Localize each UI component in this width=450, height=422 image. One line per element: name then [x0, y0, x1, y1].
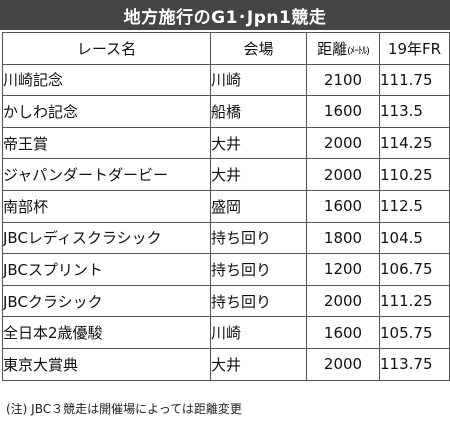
race-name-cell: 川崎記念	[2, 63, 211, 97]
col-header-venue: 会場	[210, 32, 307, 65]
table-row: かしわ記念 船橋 1600 113.5	[2, 95, 450, 128]
table-row: JBCレディスクラシック 持ち回り 1800 104.5	[2, 221, 450, 255]
venue-cell: 持ち回り	[210, 221, 307, 255]
fr-cell: 114.25	[379, 126, 450, 160]
table-title: 地方施行のG1･Jpn1競走	[0, 0, 450, 30]
distance-cell: 1600	[306, 95, 380, 128]
fr-cell: 113.5	[379, 95, 450, 128]
fr-cell: 113.75	[379, 347, 450, 381]
table-row: 川崎記念 川崎 2100 111.75	[2, 63, 450, 97]
header-row: レース名 会場 距離(ﾒｰﾄﾙ) 19年FR	[2, 32, 450, 65]
venue-cell: 大井	[210, 347, 307, 381]
distance-cell: 2000	[306, 126, 380, 160]
distance-cell: 2000	[306, 284, 380, 318]
distance-label: 距離	[317, 39, 348, 58]
race-name-cell: JBCクラシック	[2, 284, 211, 318]
distance-cell: 1600	[306, 316, 380, 349]
race-name-cell: ジャパンダートダービー	[2, 158, 211, 191]
race-name-cell: JBCスプリント	[2, 253, 211, 286]
distance-cell: 1600	[306, 189, 380, 223]
col-header-distance: 距離(ﾒｰﾄﾙ)	[306, 32, 380, 65]
race-table: レース名 会場 距離(ﾒｰﾄﾙ) 19年FR 川崎記念 川崎 2100 111.75 か…	[2, 32, 450, 381]
fr-cell: 110.25	[379, 158, 450, 191]
fr-cell: 111.25	[379, 284, 450, 318]
distance-unit: (ﾒｰﾄﾙ)	[347, 45, 370, 57]
venue-cell: 船橋	[210, 95, 307, 128]
col-header-race: レース名	[2, 32, 211, 65]
table-row: JBCクラシック 持ち回り 2000 111.25	[2, 284, 450, 318]
col-header-fr: 19年FR	[379, 32, 450, 65]
table-row: 帝王賞 大井 2000 114.25	[2, 126, 450, 160]
distance-cell: 2000	[306, 347, 380, 381]
distance-cell: 1200	[306, 253, 380, 286]
table-row: ジャパンダートダービー 大井 2000 110.25	[2, 158, 450, 191]
venue-cell: 持ち回り	[210, 284, 307, 318]
race-name-cell: 東京大賞典	[2, 347, 211, 381]
distance-cell: 1800	[306, 221, 380, 255]
fr-cell: 112.5	[379, 189, 450, 223]
race-name-cell: 帝王賞	[2, 126, 211, 160]
venue-cell: 盛岡	[210, 189, 307, 223]
venue-cell: 大井	[210, 158, 307, 191]
fr-cell: 111.75	[379, 63, 450, 97]
race-name-cell: 全日本2歳優駿	[2, 316, 211, 349]
race-name-cell: かしわ記念	[2, 95, 211, 128]
fr-cell: 105.75	[379, 316, 450, 349]
table-row: JBCスプリント 持ち回り 1200 106.75	[2, 253, 450, 286]
table-row: 東京大賞典 大井 2000 113.75	[2, 347, 450, 381]
venue-cell: 大井	[210, 126, 307, 160]
distance-cell: 2100	[306, 63, 380, 97]
table-row: 南部杯 盛岡 1600 112.5	[2, 189, 450, 223]
venue-cell: 持ち回り	[210, 253, 307, 286]
venue-cell: 川崎	[210, 63, 307, 97]
table-row: 全日本2歳優駿 川崎 1600 105.75	[2, 316, 450, 349]
fr-cell: 106.75	[379, 253, 450, 286]
race-name-cell: 南部杯	[2, 189, 211, 223]
race-name-cell: JBCレディスクラシック	[2, 221, 211, 255]
fr-cell: 104.5	[379, 221, 450, 255]
footnote: (注) JBC３競走は開催場によっては距離変更	[6, 402, 242, 416]
distance-cell: 2000	[306, 158, 380, 191]
venue-cell: 川崎	[210, 316, 307, 349]
